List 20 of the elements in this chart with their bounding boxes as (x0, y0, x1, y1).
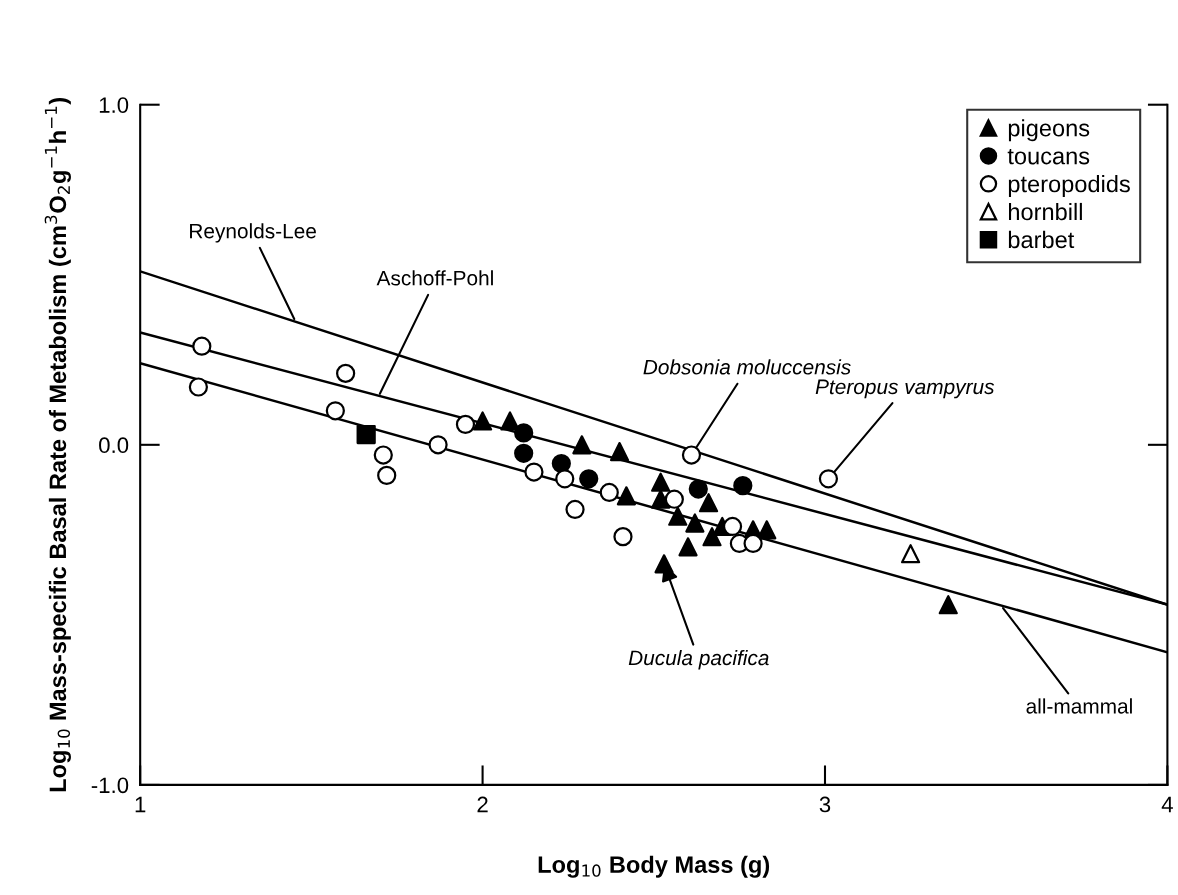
annotation: all-mammal (1026, 698, 1132, 714)
legend-label: hornbill (1008, 202, 1082, 221)
y-tick-label: -1.0 (91, 777, 129, 794)
legend-label: pigeons (1008, 119, 1090, 142)
x-axis-title: Log$_{10}$ Body Mass (g) (538, 855, 770, 878)
y-tick-label: 1.0 (99, 97, 129, 113)
legend-label: toucans (1007, 148, 1090, 165)
x-tick-label: 1 (135, 796, 146, 813)
annotation: Reynolds-Lee (190, 223, 316, 243)
annotation: Aschoff-Pohl (376, 270, 493, 286)
text: Log$_{10}$ Mass-specific Basal Rate of Metabolism (cm$^{3}$O$_{2}$g$^{−1}$h$^{−1}$) (44, 97, 71, 792)
legend-label: pteropodids (1008, 174, 1130, 197)
x-tick-label: 2 (477, 796, 488, 813)
legend-label: barbet (1008, 230, 1075, 249)
annotation: Ducula pacifica (628, 649, 769, 670)
y-tick-label: 0.0 (99, 437, 129, 454)
annotation: Dobsonia moluccensis (643, 359, 851, 375)
x-tick-label: 3 (819, 796, 831, 813)
annotation: Pteropus vampyrus (815, 379, 995, 399)
x-tick-label: 4 (1161, 796, 1173, 813)
